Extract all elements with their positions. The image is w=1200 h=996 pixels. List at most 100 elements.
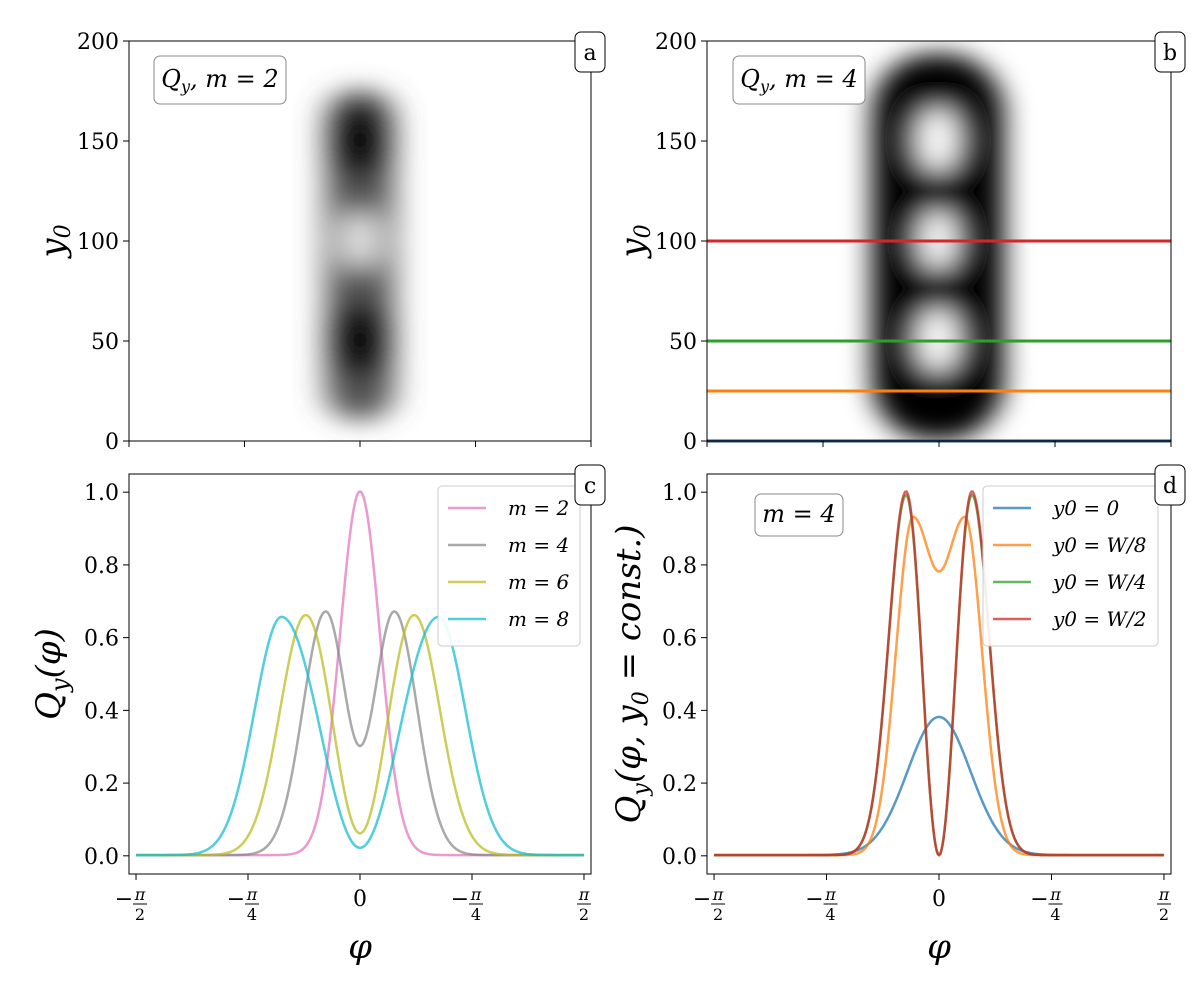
svg-text:2: 2: [135, 905, 145, 924]
y-tick-label: 150: [655, 130, 697, 155]
y-tick-label: 100: [655, 230, 697, 255]
svg-text:2: 2: [1159, 905, 1169, 924]
y-tick-label: 0.6: [662, 627, 697, 652]
svg-text:−: −: [227, 887, 245, 912]
x-ticks-a: [128, 441, 592, 447]
legend-label: y0 = W/8: [1052, 533, 1147, 557]
x-tick-label: 0: [932, 887, 946, 912]
svg-text:m = 4: m = 4: [762, 500, 835, 528]
y-tick-label: 100: [77, 230, 119, 255]
x-tick-label: − π4: [1030, 885, 1063, 924]
svg-text:−: −: [805, 887, 823, 912]
heatmap-a-bright-center: [346, 210, 374, 270]
svg-text:π: π: [1158, 885, 1170, 904]
panel-label-a: a: [574, 31, 606, 73]
y-tick-label: 50: [91, 330, 119, 355]
y-tick-label: 0.8: [662, 554, 697, 579]
annotation-box-b: Qy, m = 4: [732, 55, 866, 105]
svg-text:π: π: [470, 885, 482, 904]
y-tick-label: 150: [77, 130, 119, 155]
legend-label: m = 6: [508, 570, 569, 594]
svg-text:4: 4: [471, 905, 481, 924]
svg-text:4: 4: [247, 905, 257, 924]
x-ticks-b: [706, 441, 1172, 447]
x-axis-label-d: φ: [927, 927, 951, 967]
y-tick-label: 1.0: [84, 481, 119, 506]
curves-d: [714, 490, 1164, 857]
y-tick-label: 0.2: [662, 772, 697, 797]
y-ticks-d: 0.0 0.2 0.4 0.6 0.8 1.0: [662, 481, 707, 870]
legend-label: m = 2: [508, 496, 569, 520]
y-tick-label: 200: [655, 30, 697, 55]
y-axis-label-c: Qy(φ): [29, 628, 74, 720]
svg-text:π: π: [578, 885, 590, 904]
series-line-4: [714, 490, 1164, 857]
svg-text:Qy, m = 4: Qy, m = 4: [740, 65, 857, 96]
svg-text:4: 4: [1050, 905, 1060, 924]
y-tick-label: 200: [77, 30, 119, 55]
legend-d: y0 = 0 y0 = W/8 y0 = W/4 y0 = W/2: [982, 485, 1159, 647]
svg-text:π: π: [1049, 885, 1061, 904]
heatmap-b: [872, 54, 1004, 440]
x-tick-label: − π2: [115, 885, 148, 924]
legend-label: m = 8: [508, 607, 569, 631]
panel-label-d: d: [1154, 464, 1186, 506]
x-axis-label-c: φ: [348, 927, 372, 967]
series-line-1: [714, 715, 1164, 857]
svg-text:2: 2: [579, 905, 589, 924]
svg-text:2: 2: [713, 905, 723, 924]
y-tick-label: 0.4: [662, 699, 697, 724]
svg-text:π: π: [246, 885, 258, 904]
y-tick-label: 0.4: [84, 699, 119, 724]
series-line-3: [136, 613, 584, 857]
panel-b: 0 50 100 150 200 y0 Qy, m = 4 b: [613, 30, 1186, 455]
y-tick-label: 0: [683, 430, 697, 455]
x-tick-label: 0: [353, 887, 367, 912]
x-tick-label: − π4: [451, 885, 483, 924]
panel-label-c: c: [574, 464, 606, 506]
y-ticks-a: 0 50 100 150 200: [77, 30, 129, 455]
x-tick-label: − π4: [805, 885, 838, 924]
y-tick-label: 0.0: [84, 845, 119, 870]
svg-text:−: −: [115, 887, 133, 912]
heatmap-a-dark-lobe-lower: [332, 300, 388, 380]
series-line-2: [136, 610, 584, 857]
y-tick-label: 1.0: [662, 481, 697, 506]
svg-text:−: −: [451, 887, 469, 912]
series-line-4: [136, 615, 584, 857]
y-tick-label: 0.6: [84, 627, 119, 652]
heatmap-b-bright-blob-1: [918, 108, 958, 172]
heatmap-a-dark-lobe-upper: [332, 100, 388, 180]
x-tick-label: π2: [576, 885, 591, 924]
y-axis-label-d: Qy(φ, y0 = const.): [609, 525, 654, 824]
x-tick-label: − π2: [693, 885, 726, 924]
svg-text:c: c: [584, 474, 596, 499]
svg-text:b: b: [1163, 41, 1177, 66]
svg-text:−: −: [693, 887, 711, 912]
svg-text:π: π: [824, 885, 836, 904]
svg-text:d: d: [1163, 474, 1177, 499]
svg-text:π: π: [134, 885, 146, 904]
y-tick-label: 0.8: [84, 554, 119, 579]
y-axis-label-a: y0: [33, 224, 76, 259]
y-ticks-c: 0.0 0.2 0.4 0.6 0.8 1.0: [84, 481, 129, 870]
y-tick-label: 0.0: [662, 845, 697, 870]
y-axis-label-b: y0: [613, 224, 656, 259]
legend-frame: [437, 485, 581, 647]
svg-text:π: π: [712, 885, 724, 904]
curves-c: [136, 490, 584, 857]
svg-text:−: −: [1030, 887, 1048, 912]
y-tick-label: 0.2: [84, 772, 119, 797]
x-tick-label: − π4: [227, 885, 260, 924]
x-tick-label: π2: [1156, 885, 1171, 924]
svg-text:a: a: [583, 41, 596, 66]
legend-label: m = 4: [508, 533, 569, 557]
y-tick-label: 0: [105, 430, 119, 455]
legend-c: m = 2 m = 4 m = 6 m = 8: [437, 485, 581, 647]
svg-text:4: 4: [825, 905, 835, 924]
svg-text:Qy, m = 2: Qy, m = 2: [161, 65, 278, 96]
